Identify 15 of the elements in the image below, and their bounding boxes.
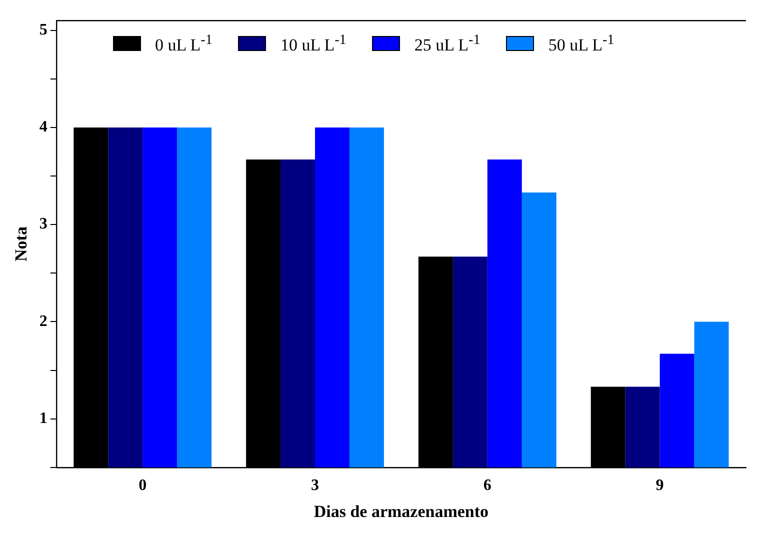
- legend-label: 50 uL L$^{-1}$: [548, 32, 614, 56]
- x-tick-label: 3: [311, 477, 319, 494]
- y-tick-label: 4: [39, 118, 48, 136]
- legend-label: 25 uL L$^{-1}$: [414, 32, 480, 56]
- legend-label: 10 uL L$^{-1}$: [280, 32, 346, 56]
- y-axis-title: Nota: [12, 226, 31, 262]
- legend-label: 0 uL L$^{-1}$: [155, 32, 212, 56]
- x-tick-label: 0: [138, 477, 147, 494]
- y-tick-label: 2: [39, 312, 48, 330]
- x-tick-label: 9: [656, 477, 664, 494]
- y-tick-label: 5: [39, 21, 48, 38]
- x-tick-label: 6: [483, 477, 492, 494]
- x-axis-title: Dias de armazenamento: [314, 502, 489, 522]
- y-tick-label: 1: [39, 410, 48, 427]
- y-tick-label: 3: [39, 216, 48, 233]
